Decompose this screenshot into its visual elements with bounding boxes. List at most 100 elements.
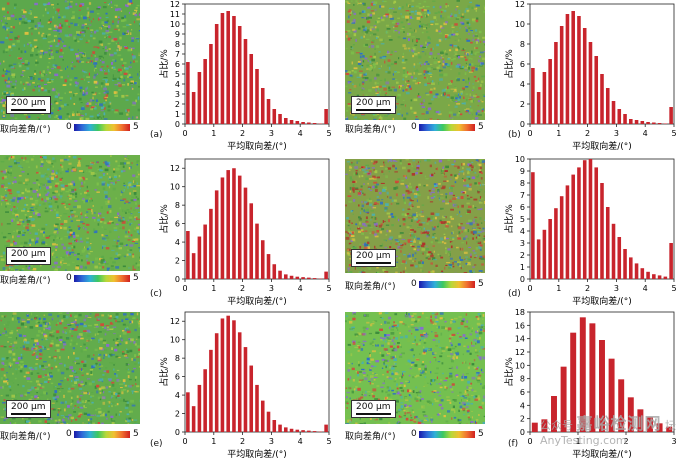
histogram-bar <box>543 72 547 124</box>
histogram-bar <box>669 107 673 124</box>
y-tick-label: 10 <box>170 20 180 29</box>
histogram-bar <box>612 101 616 124</box>
legend-colorbar <box>419 281 475 288</box>
x-tick-label: 2 <box>240 129 245 138</box>
histogram-bar <box>606 88 610 124</box>
histogram-bar <box>226 11 230 124</box>
histogram-bar <box>301 277 305 279</box>
y-tick-label: 12 <box>515 0 525 9</box>
x-tick-label: 4 <box>298 129 303 138</box>
histogram-bar <box>641 121 645 124</box>
y-tick-label: 16 <box>515 321 525 330</box>
y-tick-label: 6 <box>175 60 180 69</box>
histogram-bar <box>290 120 294 124</box>
y-tick-label: 0 <box>520 120 525 129</box>
x-tick-label: 4 <box>298 437 303 446</box>
histogram-bar <box>641 268 645 279</box>
scale-bar: 200 μm <box>6 400 51 418</box>
histogram-bar <box>249 54 253 124</box>
histogram-bar <box>543 230 547 279</box>
histogram-bar <box>186 392 190 432</box>
x-tick-label: 2 <box>240 437 245 446</box>
histogram-bar <box>324 109 328 124</box>
histogram-bar <box>566 14 570 124</box>
x-tick-label: 3 <box>269 437 274 446</box>
histogram-bar <box>186 231 190 279</box>
histogram-bar <box>278 271 282 279</box>
histogram-bar <box>267 254 271 279</box>
histogram-bar <box>215 24 219 124</box>
histogram-bar <box>537 239 541 279</box>
histogram-bar <box>232 168 236 279</box>
histogram-bar <box>284 274 288 279</box>
y-tick-label: 8 <box>520 375 525 384</box>
histogram-bar <box>319 124 323 125</box>
histogram-bar <box>221 318 225 432</box>
x-tick-label: 5 <box>326 129 331 138</box>
legend-min: 0 <box>411 429 417 439</box>
histogram-bar <box>612 224 616 279</box>
histogram-bar <box>209 209 213 279</box>
legend-max: 5 <box>133 273 139 283</box>
histogram-bar <box>226 170 230 279</box>
histogram-bar <box>272 420 276 432</box>
histogram-bar <box>646 122 650 124</box>
watermark-site: AnyTesting.com <box>540 434 627 447</box>
y-tick-label: 2 <box>175 100 180 109</box>
x-tick-label: 3 <box>269 284 274 293</box>
histogram-bar <box>272 264 276 279</box>
histogram-bar <box>244 39 248 124</box>
y-tick-label: 10 <box>515 20 525 29</box>
x-tick-label: 5 <box>671 284 676 293</box>
legend-max: 5 <box>478 279 484 289</box>
y-tick-label: 6 <box>520 388 525 397</box>
histogram-bar <box>192 92 196 124</box>
histogram-bar <box>296 430 300 432</box>
histogram-bar <box>307 431 311 432</box>
orientation-map: 200 μm <box>345 159 485 273</box>
histogram-bar <box>203 59 207 124</box>
y-tick-label: 12 <box>170 0 180 9</box>
legend-min: 0 <box>66 429 72 439</box>
histogram-bar <box>192 253 196 279</box>
watermark-forum: 坛 <box>665 419 676 432</box>
histogram-bar <box>301 430 305 432</box>
histogram-bar <box>307 123 311 125</box>
histogram-bar <box>244 188 248 279</box>
y-tick-label: 6 <box>520 203 525 212</box>
histogram-bar <box>577 167 581 279</box>
legend-colorbar <box>419 124 475 131</box>
y-tick-label: 2 <box>520 100 525 109</box>
histogram-bar <box>652 274 656 279</box>
x-tick-label: 4 <box>643 284 648 293</box>
histogram-bar <box>261 88 265 124</box>
y-tick-label: 4 <box>520 227 525 236</box>
histogram-bar <box>278 425 282 432</box>
histogram-bar <box>232 16 236 124</box>
legend-min: 0 <box>66 273 72 283</box>
histogram-bar <box>244 347 248 432</box>
y-tick-label: 10 <box>515 361 525 370</box>
histogram-bar <box>198 237 202 279</box>
legend-label: 取向差角/(°) <box>345 122 396 135</box>
histogram-bar <box>577 16 581 124</box>
x-tick-label: 1 <box>211 437 216 446</box>
legend-max: 5 <box>133 429 139 439</box>
orientation-map: 200 μm <box>0 0 140 120</box>
histogram-bar <box>554 208 558 279</box>
histogram-bar <box>209 44 213 124</box>
y-tick-label: 2 <box>175 257 180 266</box>
histogram-bar <box>652 123 656 125</box>
color-legend: 取向差角/(°) 0 5 <box>0 122 140 134</box>
histogram-bar <box>221 177 225 279</box>
histogram-bar <box>623 249 627 279</box>
x-tick-label: 2 <box>240 284 245 293</box>
histogram-bar <box>600 74 604 124</box>
